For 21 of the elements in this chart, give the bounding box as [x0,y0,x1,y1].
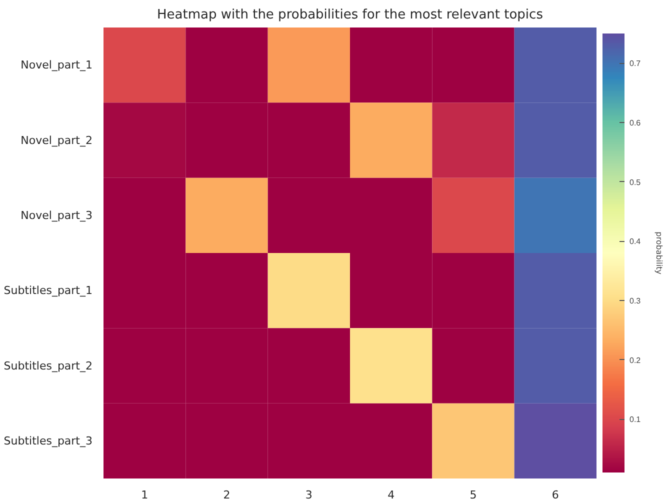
x-tick-label: 6 [552,488,559,501]
y-tick-label: Novel_part_1 [20,58,93,72]
color-bar-title: probability [654,232,664,275]
y-tick-label: Novel_part_3 [20,208,93,222]
x-tick-label: 4 [388,488,395,501]
x-tick-label: 2 [223,488,230,501]
chart-title: Heatmap with the probabilities for the most relevant topics [157,8,544,22]
color-bar-label: 0.2 [630,356,642,365]
y-tick-label: Subtitles_part_1 [4,284,93,298]
x-tick-label: 3 [305,488,312,501]
color-bar-label: 0.3 [630,296,642,306]
color-bar-label: 0.5 [630,178,642,187]
y-tick-label: Subtitles_part_2 [4,359,93,372]
color-bar-label: 0.7 [630,59,642,68]
color-bar-label: 0.4 [630,237,642,246]
color-bar-label: 0.1 [630,415,642,424]
color-bar-label: 0.6 [630,118,642,128]
x-tick-label: 1 [141,488,148,501]
y-tick-label: Subtitles_part_3 [4,434,93,448]
y-tick-label: Novel_part_2 [20,134,93,147]
x-tick-label: 5 [470,488,477,501]
